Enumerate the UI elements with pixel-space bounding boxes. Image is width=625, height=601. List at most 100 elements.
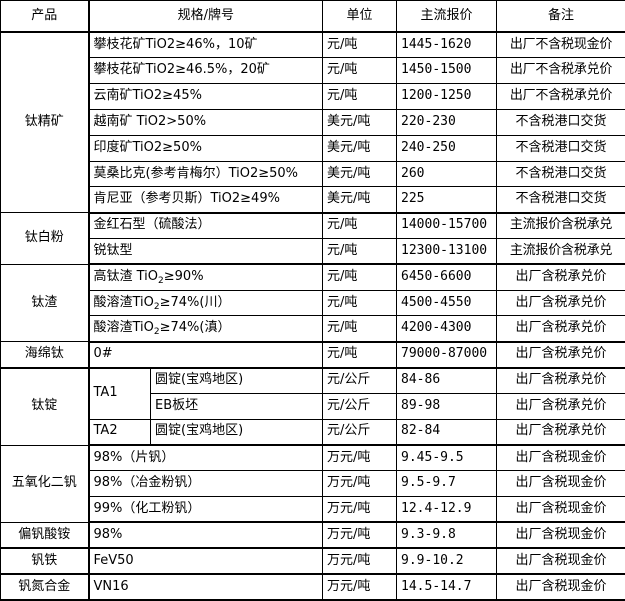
spec-cell: EB板坯 [151,393,323,419]
header-unit: 单位 [323,1,397,33]
price-cell: 12.4-12.9 [397,497,497,523]
remark-cell: 出厂含税承兑价 [497,368,625,394]
remark-cell: 不含税港口交货 [497,187,625,213]
price-cell: 89-98 [397,393,497,419]
unit-cell: 万元/吨 [323,445,397,471]
spec-cell: 酸溶渣TiO2≥74%(滇） [89,316,323,342]
unit-cell: 万元/吨 [323,497,397,523]
remark-cell: 出厂含税承兑价 [497,393,625,419]
spec-cell: VN16 [89,574,323,600]
product-name-cell: 五氧化二钒 [1,445,89,522]
price-cell: 240-250 [397,135,497,161]
price-cell: 1445-1620 [397,32,497,58]
header-remark: 备注 [497,1,625,33]
price-cell: 14000-15700 [397,213,497,239]
header-product: 产品 [1,1,89,33]
spec-cell: 金红石型（硫酸法） [89,213,323,239]
spec-cell: 98%（冶金粉钒） [89,471,323,497]
unit-cell: 万元/吨 [323,548,397,574]
price-cell: 4200-4300 [397,316,497,342]
price-cell: 82-84 [397,419,497,445]
remark-cell: 出厂含税承兑价 [497,290,625,316]
remark-cell: 出厂含税现金价 [497,471,625,497]
price-cell: 6450-6600 [397,264,497,290]
price-cell: 79000-87000 [397,342,497,368]
remark-cell: 出厂不含税现金价 [497,32,625,58]
unit-cell: 美元/吨 [323,161,397,187]
price-cell: 260 [397,161,497,187]
header-price: 主流报价 [397,1,497,33]
remark-cell: 出厂含税现金价 [497,445,625,471]
unit-cell: 元/公斤 [323,393,397,419]
product-name-cell: 钒铁 [1,548,89,574]
unit-cell: 万元/吨 [323,522,397,548]
unit-cell: 元/吨 [323,84,397,110]
remark-cell: 不含税港口交货 [497,161,625,187]
spec-cell: 攀枝花矿TiO2≥46.5%，20矿 [89,58,323,84]
price-cell: 12300-13100 [397,239,497,265]
spec-cell: 98% [89,522,323,548]
remark-cell: 出厂含税承兑价 [497,316,625,342]
unit-cell: 元/吨 [323,264,397,290]
spec-cell: 印度矿TiO2≥50% [89,135,323,161]
spec-cell: 圆锭(宝鸡地区) [151,419,323,445]
spec-cell: 98%（片钒） [89,445,323,471]
remark-cell: 出厂不含税承兑价 [497,58,625,84]
price-cell: 9.9-10.2 [397,548,497,574]
unit-cell: 元/吨 [323,342,397,368]
unit-cell: 元/吨 [323,290,397,316]
spec-cell: FeV50 [89,548,323,574]
remark-cell: 出厂含税承兑价 [497,264,625,290]
remark-cell: 主流报价含税承兑 [497,239,625,265]
spec-cell: 攀枝花矿TiO2≥46%，10矿 [89,32,323,58]
unit-cell: 美元/吨 [323,135,397,161]
unit-cell: 元/吨 [323,239,397,265]
table-header-row: 产品 规格/牌号 单位 主流报价 备注 [1,1,625,33]
remark-cell: 出厂含税承兑价 [497,342,625,368]
price-cell: 9.3-9.8 [397,522,497,548]
price-cell: 1450-1500 [397,58,497,84]
unit-cell: 万元/吨 [323,574,397,600]
price-cell: 14.5-14.7 [397,574,497,600]
product-name-cell: 钛渣 [1,264,89,341]
spec-cell: 高钛渣 TiO2≥90% [89,264,323,290]
spec-cell: 肯尼亚（参考贝斯）TiO2≥49% [89,187,323,213]
spec-cell: 99%（化工粉钒） [89,497,323,523]
unit-cell: 元/吨 [323,213,397,239]
unit-cell: 万元/吨 [323,471,397,497]
remark-cell: 出厂不含税承兑价 [497,84,625,110]
spec-cell: 圆锭(宝鸡地区) [151,368,323,394]
spec-cell: 越南矿 TiO2>50% [89,109,323,135]
unit-cell: 元/吨 [323,58,397,84]
price-cell: 4500-4550 [397,290,497,316]
remark-cell: 出厂含税现金价 [497,548,625,574]
remark-cell: 主流报价含税承兑 [497,213,625,239]
spec-cell: 0# [89,342,323,368]
price-cell: 225 [397,187,497,213]
unit-cell: 美元/吨 [323,187,397,213]
price-cell: 1200-1250 [397,84,497,110]
grade-cell: TA1 [89,368,151,420]
remark-cell: 出厂含税现金价 [497,574,625,600]
price-cell: 84-86 [397,368,497,394]
unit-cell: 美元/吨 [323,109,397,135]
